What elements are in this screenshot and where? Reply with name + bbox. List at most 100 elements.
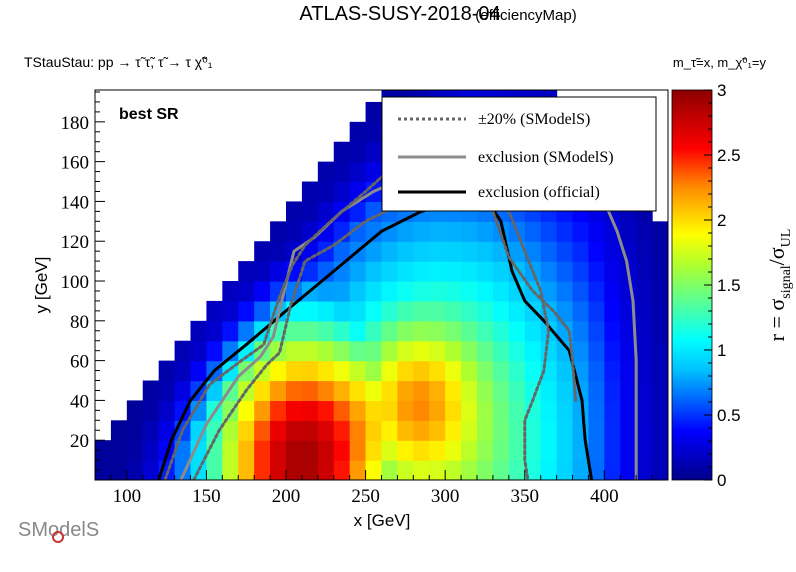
heatmap-cell [286, 360, 303, 382]
heatmap-cell [636, 320, 653, 342]
y-tick-label: 100 [61, 272, 90, 293]
y-tick-label: 20 [70, 431, 89, 452]
heatmap-cell [317, 261, 335, 282]
heatmap-cell [588, 221, 605, 242]
heatmap-cell [620, 380, 637, 402]
heatmap-cell [333, 360, 351, 382]
heatmap-cell [429, 400, 446, 421]
heatmap-cell [445, 62, 462, 83]
chart-title: ATLAS-SUSY-2018-04 [299, 3, 500, 25]
heatmap-cell [286, 460, 303, 480]
heatmap-cell [540, 221, 558, 242]
heatmap-cell [254, 300, 271, 322]
heatmap-cell [477, 261, 494, 282]
heatmap-cell [365, 101, 383, 123]
heatmap-cell [429, 380, 446, 402]
heatmap-cell [301, 360, 319, 382]
heatmap-cell [286, 420, 303, 441]
heatmap-cell [238, 261, 255, 282]
heatmap-cell [588, 380, 605, 402]
heatmap-cell [397, 460, 414, 480]
heatmap-cell [508, 300, 526, 322]
heatmap-cell [397, 281, 414, 302]
heatmap-cell [445, 281, 462, 302]
heatmap-cell [222, 340, 239, 362]
heatmap-cell [508, 440, 526, 461]
heatmap-cell [524, 221, 542, 242]
x-axis-ticks: 100 150 200 250 300 350 400 [94, 470, 669, 507]
heatmap-cell [636, 460, 653, 480]
heatmap-cell [461, 221, 478, 242]
heatmap-cell [524, 340, 542, 362]
heatmap-cell [110, 460, 128, 480]
heatmap-cell [492, 261, 510, 282]
heatmap-cell [381, 340, 399, 362]
heatmap-cell [365, 380, 383, 402]
heatmap-cell [636, 300, 653, 322]
heatmap-cell [461, 380, 478, 402]
heatmap-cell [349, 121, 367, 143]
heatmap-cell [588, 261, 605, 282]
heatmap-cell [349, 380, 367, 402]
heatmap-cell [413, 300, 430, 322]
heatmap-cell [492, 420, 510, 441]
heatmap-cell [445, 440, 462, 461]
heatmap-cell [158, 380, 176, 402]
heatmap-cell [572, 300, 590, 322]
heatmap-cell [509, 62, 526, 83]
heatmap-cell [365, 141, 383, 163]
heatmap-cell [317, 181, 335, 203]
heatmap-cell [349, 161, 367, 183]
heatmap-cell [349, 201, 367, 222]
heatmap-cell [492, 300, 510, 322]
heatmap-cell [413, 460, 430, 480]
heatmap-cell [413, 420, 430, 441]
heatmap-cell [413, 241, 430, 262]
heatmap-cell [238, 420, 255, 441]
y-tick-label: 180 [61, 113, 90, 134]
y-tick-label: 120 [61, 232, 90, 253]
heatmap-cell [158, 420, 176, 441]
heatmap-cell [620, 460, 637, 480]
heatmap-cell [588, 241, 605, 262]
heatmap-cell [397, 62, 414, 83]
region-label: best SR [119, 106, 179, 123]
z-tick-label: 1.5 [717, 276, 741, 295]
heatmap-cell [206, 300, 223, 322]
heatmap-cell [333, 281, 351, 302]
heatmap-cell [222, 320, 239, 342]
heatmap-cell [142, 440, 160, 461]
heatmap-cell [349, 300, 367, 322]
heatmap-cell [142, 380, 160, 402]
heatmap-cell [238, 460, 255, 480]
heatmap-cell [620, 420, 637, 441]
heatmap-cell [445, 261, 462, 282]
mass-label: m_τ̃=x, m_χ̃⁰₁=y [673, 55, 767, 70]
heatmap-cell [365, 460, 383, 480]
heatmap-cell [492, 320, 510, 342]
heatmap-cell [174, 380, 192, 402]
heatmap-cell [190, 440, 208, 461]
heatmap-cell [397, 320, 414, 342]
heatmap-cell [604, 360, 621, 382]
process-label: TStauStau: pp → τ̃ τ̃, τ̃ → τ χ̃⁰₁ [24, 54, 213, 70]
heatmap-cell [126, 400, 144, 421]
heatmap-cell [445, 320, 462, 342]
heatmap-cell [174, 360, 192, 382]
heatmap-cell [397, 360, 414, 382]
heatmap-cell [381, 380, 399, 402]
heatmap-cell [477, 360, 494, 382]
legend-label-pm20: ±20% (SModelS) [478, 111, 590, 128]
heatmap-cell [365, 221, 383, 242]
heatmap-cell [238, 300, 255, 322]
heatmap-cell [445, 221, 462, 242]
heatmap-cell [333, 241, 351, 262]
heatmap-cell [190, 420, 208, 441]
heatmap-cell [620, 360, 637, 382]
heatmap-cell [349, 221, 367, 242]
heatmap-cell [286, 440, 303, 461]
heatmap-cell [190, 340, 208, 362]
heatmap-cell [445, 460, 462, 480]
heatmap-cell [477, 460, 494, 480]
heatmap-cell [206, 420, 223, 441]
